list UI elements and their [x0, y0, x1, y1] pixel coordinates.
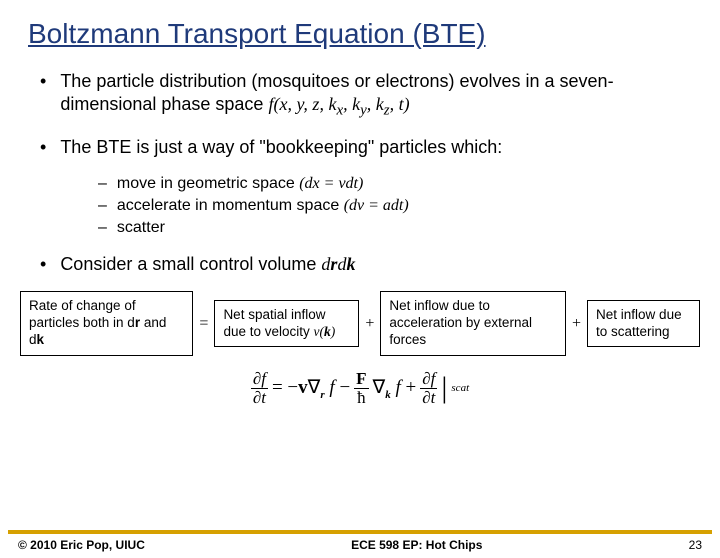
dash-icon: – — [98, 219, 107, 237]
sub-3: – scatter — [98, 219, 692, 237]
plus-icon: + — [359, 315, 380, 333]
equals-icon: = — [193, 315, 214, 333]
sub-2-text: accelerate in momentum space — [117, 197, 344, 214]
bullet-dot: • — [40, 253, 46, 276]
sub-1: – move in geometric space (dx = vdt) — [98, 175, 692, 193]
sub-3-text: scatter — [117, 219, 165, 237]
bullet-dot: • — [40, 136, 46, 159]
slide-content: • The particle distribution (mosquitoes … — [40, 70, 692, 276]
bullet-dot: • — [40, 70, 46, 121]
bullet-2: • The BTE is just a way of "bookkeeping"… — [40, 136, 692, 159]
box-b-vk: v(k) — [314, 324, 336, 339]
sub-1-text: move in geometric space — [117, 175, 299, 192]
bullet-2-text: The BTE is just a way of "bookkeeping" p… — [60, 136, 502, 159]
dash-icon: – — [98, 175, 107, 193]
bullet-1-fn: f(x, y, z, kx, ky, kz, t) — [268, 94, 409, 114]
equation-boxes: Rate of change of particles both in dr a… — [20, 291, 700, 356]
bullet-1: • The particle distribution (mosquitoes … — [40, 70, 692, 121]
plus-icon: + — [566, 315, 587, 333]
box-rate: Rate of change of particles both in dr a… — [20, 291, 193, 356]
sub-list: – move in geometric space (dx = vdt) – a… — [98, 175, 692, 237]
footer-course: ECE 598 EP: Hot Chips — [145, 538, 689, 552]
sub-1-f: (dx = vdt) — [299, 175, 363, 192]
slide-footer: © 2010 Eric Pop, UIUC ECE 598 EP: Hot Ch… — [0, 530, 720, 558]
bte-equation: ∂f∂t = −v∇r f − Fħ ∇k f + ∂f∂t |scat — [0, 370, 720, 407]
sub-2-f: (dv = adt) — [344, 197, 409, 214]
page-number: 23 — [689, 538, 702, 552]
dash-icon: – — [98, 197, 107, 215]
sub-2: – accelerate in momentum space (dv = adt… — [98, 197, 692, 215]
accent-bar — [8, 530, 712, 534]
box-accel: Net inflow due to acceleration by extern… — [380, 291, 566, 356]
bullet-3-text: Consider a small control volume — [60, 254, 321, 274]
bullet-3-em: drdk — [321, 254, 355, 274]
box-spatial: Net spatial inflow due to velocity v(k) — [214, 300, 359, 348]
bullet-3: • Consider a small control volume drdk — [40, 253, 692, 276]
slide-title: Boltzmann Transport Equation (BTE) — [28, 18, 720, 50]
box-scatter: Net inflow due to scattering — [587, 300, 700, 348]
footer-copyright: © 2010 Eric Pop, UIUC — [18, 538, 145, 552]
